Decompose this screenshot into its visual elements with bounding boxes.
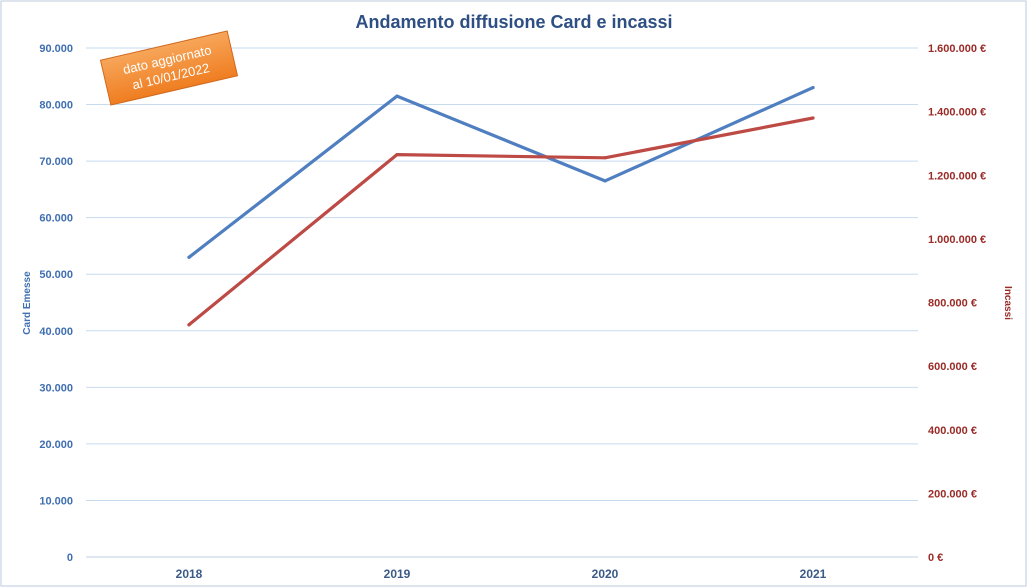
- right-tick-label: 1.600.000 €: [928, 43, 986, 55]
- data-point-incassi-2019: [395, 152, 399, 157]
- left-tick-label: 80.000: [39, 100, 73, 112]
- right-tick-label: 1.000.000 €: [928, 234, 986, 246]
- left-tick-label: 90.000: [39, 43, 73, 55]
- update-note-badge: dato aggiornato al 10/01/2022: [99, 30, 239, 106]
- right-tick-label: 800.000 €: [928, 298, 977, 310]
- x-tick-label: 2019: [384, 567, 411, 581]
- x-tick-label: 2020: [592, 567, 619, 581]
- right-tick-label: 600.000 €: [928, 361, 977, 373]
- right-tick-label: 200.000 €: [928, 488, 977, 500]
- left-tick-label: 50.000: [39, 269, 73, 281]
- right-tick-label: 0 €: [928, 552, 943, 564]
- left-axis-title: Card Emesse: [22, 271, 33, 335]
- series-line-incassi: [187, 116, 815, 327]
- series-layer: [187, 85, 815, 327]
- left-tick-label: 40.000: [39, 326, 73, 338]
- x-axis-ticks: 2018 2019 2020 2021: [176, 567, 827, 581]
- x-tick-label: 2018: [176, 567, 203, 581]
- left-tick-label: 70.000: [39, 156, 73, 168]
- right-tick-label: 400.000 €: [928, 425, 977, 437]
- series-line-card-emesse: [187, 85, 815, 259]
- x-tick-label: 2021: [800, 567, 827, 581]
- left-tick-label: 20.000: [39, 439, 73, 451]
- data-point-incassi-2018: [187, 323, 191, 327]
- right-axis-title: Incassi: [1002, 286, 1013, 320]
- right-tick-label: 1.400.000 €: [928, 107, 986, 119]
- data-point-incassi-2020: [603, 156, 607, 160]
- left-axis-ticks: 0 10.000 20.000 30.000 40.000 50.000 60.000 70.…: [39, 43, 73, 564]
- left-tick-label: 60.000: [39, 213, 73, 225]
- data-point-card-emesse-2020: [603, 179, 607, 183]
- data-point-card-emesse-2019: [395, 94, 399, 98]
- data-point-incassi-2021: [811, 116, 815, 120]
- right-tick-label: 1.200.000 €: [928, 170, 986, 182]
- left-tick-label: 10.000: [39, 495, 73, 507]
- right-axis-ticks: 0 € 200.000 € 400.000 € 600.000 € 800.000 € 1…: [928, 43, 986, 564]
- data-point-card-emesse-2018: [187, 255, 191, 259]
- chart-title: Andamento diffusione Card e incassi: [355, 12, 672, 32]
- left-tick-label: 30.000: [39, 382, 73, 394]
- left-tick-label: 0: [67, 552, 73, 564]
- badge-box: [99, 30, 239, 106]
- data-point-card-emesse-2021: [811, 85, 815, 90]
